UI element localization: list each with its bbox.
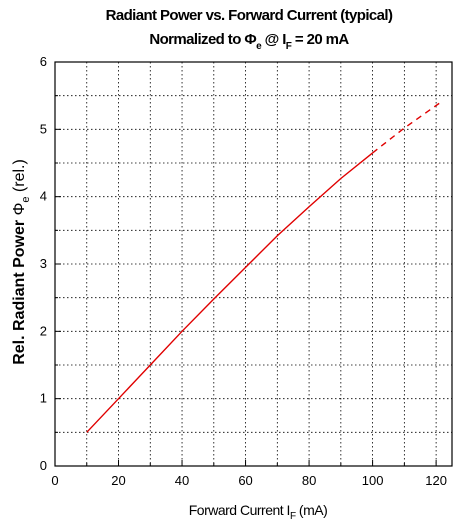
ticks-layer: 0 20 40 60 80 100 120 0 1 2 3 4 5 6 [40,54,447,488]
x-axis-label: Forward Current IF (mA) [189,502,328,522]
x-tick-label: 40 [175,473,189,488]
chart-title: Radiant Power vs. Forward Current (typic… [106,7,393,24]
x-axis-label-unit: (mA) [296,502,328,518]
subtitle-phi-sub: e [256,41,262,52]
x-tick-label: 60 [238,473,252,488]
y-axis-label: Rel. Radiant Power Φe (rel.) [11,159,32,365]
subtitle-phi: Φ [244,31,256,48]
subtitle-prefix: Normalized to [149,31,244,48]
y-tick-label: 1 [40,391,47,406]
series-line-dashed [372,100,443,154]
x-tick-label: 0 [51,473,58,488]
subtitle-i-sub: F [286,41,292,52]
y-axis-label-sub: e [20,197,32,203]
y-tick-label: 4 [40,189,47,204]
y-tick-label: 3 [40,256,47,271]
x-tick-label: 20 [111,473,125,488]
y-tick-label: 5 [40,121,47,136]
series-layer [86,100,443,433]
x-axis-label-sub: F [290,511,296,522]
x-tick-label: 80 [302,473,316,488]
y-tick-label: 2 [40,323,47,338]
x-tick-label: 100 [362,473,384,488]
y-axis-label-main: Rel. Radiant Power [11,215,28,364]
y-axis-label-unit: (rel.) [11,159,28,196]
x-axis-label-main: Forward Current I [189,502,290,518]
subtitle-at: @ I [261,31,286,48]
grid-layer [55,62,452,466]
chart-subtitle: Normalized to Φe @ IF = 20 mA [149,31,349,52]
series-line-solid [86,152,374,433]
subtitle-value: = 20 mA [291,31,349,48]
y-tick-label: 0 [40,458,47,473]
y-axis-label-phi: Φ [11,203,28,216]
y-tick-label: 6 [40,54,47,69]
x-tick-label: 120 [425,473,447,488]
